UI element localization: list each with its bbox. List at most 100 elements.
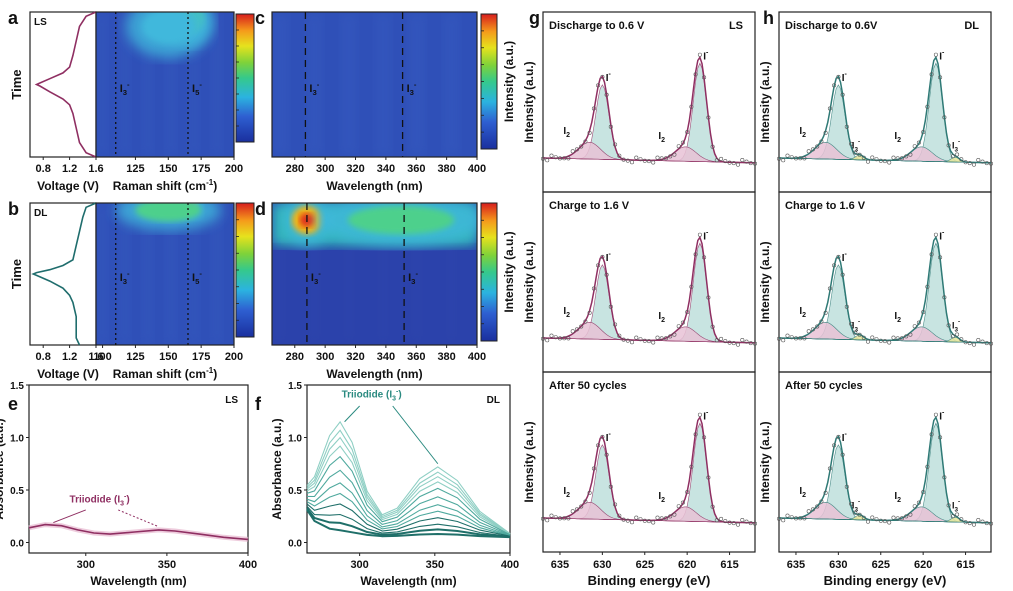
data-point <box>621 157 626 162</box>
data-point <box>562 336 567 341</box>
data-point <box>882 339 887 344</box>
i-minus-3d3-fill <box>542 62 756 164</box>
data-point <box>899 156 904 161</box>
data-point <box>832 83 837 88</box>
peak-label: I3- <box>852 318 860 333</box>
data-point <box>672 332 677 337</box>
i-minus-3d5-fill <box>542 84 756 164</box>
data-point <box>689 104 694 109</box>
data-point <box>844 124 849 129</box>
fit-envelope <box>779 55 991 164</box>
data-point <box>921 490 926 495</box>
plot-frame <box>778 11 992 193</box>
data-point <box>967 521 972 526</box>
subplot-title: After 50 cycles <box>785 380 863 392</box>
data-point <box>895 156 900 161</box>
data-point <box>629 520 634 525</box>
data-point <box>823 310 828 315</box>
data-point <box>604 452 609 457</box>
x-tick-label: 620 <box>678 559 696 571</box>
data-point <box>642 518 647 523</box>
marker-label: I5- <box>192 80 202 97</box>
marker-label: I3- <box>120 80 130 97</box>
data-point <box>570 329 575 334</box>
x-tick-label: 340 <box>377 163 395 175</box>
x-tick-label: 1.6 <box>88 163 103 175</box>
data-point <box>955 332 960 337</box>
data-point <box>971 342 976 347</box>
data-point <box>921 130 926 135</box>
data-point <box>608 304 613 309</box>
peak-label: I2 <box>894 131 901 144</box>
data-point <box>793 516 798 521</box>
data-point <box>887 160 892 165</box>
data-point <box>697 52 702 57</box>
data-point <box>629 160 634 165</box>
data-point <box>587 310 592 315</box>
data-point <box>557 336 562 341</box>
data-point <box>702 75 707 80</box>
data-point <box>836 434 841 439</box>
y-axis-label: Intensity (a.u.) <box>522 241 536 322</box>
x-tick-label: 380 <box>437 351 455 363</box>
data-point <box>583 139 588 144</box>
plot-frame <box>542 191 756 373</box>
data-point <box>789 155 794 160</box>
data-point <box>617 333 622 338</box>
data-point <box>719 516 724 521</box>
data-point <box>591 286 596 291</box>
heatmap-d: I3- I3- 280 300 320 340 360 380 400 Wavelength (n… <box>271 202 516 381</box>
y-tick-label: 1.5 <box>288 381 302 392</box>
data-point <box>638 337 643 342</box>
x-tick-label: 300 <box>316 351 334 363</box>
annotation: Triiodide (I3-) <box>342 389 402 403</box>
xps-subplot: Charge to 1.6 V I- I- I2 I2 I3- I3- <box>776 191 993 373</box>
data-point <box>793 156 798 161</box>
data-point <box>827 286 832 291</box>
data-point <box>857 152 862 157</box>
data-point <box>908 152 913 157</box>
data-point <box>929 432 934 437</box>
x-tick-label: 200 <box>225 351 243 363</box>
data-point <box>955 152 960 157</box>
peak-label: I- <box>703 230 709 243</box>
heatmap-low-region <box>272 242 477 345</box>
fit-envelope <box>543 415 755 524</box>
voltage-plot-a: LS Time 0.8 1.2 1.6 Voltage (V) <box>9 11 104 193</box>
data-point <box>904 154 909 159</box>
data-point <box>942 295 947 300</box>
x-tick-label: 320 <box>346 351 364 363</box>
data-point <box>840 92 845 97</box>
data-point <box>634 155 639 160</box>
data-point <box>579 324 584 329</box>
data-point <box>967 341 972 346</box>
data-point <box>731 161 736 166</box>
data-point <box>579 144 584 149</box>
i-minus-3d3-fill <box>778 242 992 344</box>
y-tick-label: 0.5 <box>10 486 24 497</box>
peak-label: I3- <box>952 138 960 153</box>
data-point <box>810 147 815 152</box>
x-tick-label: 280 <box>286 351 304 363</box>
data-point <box>946 323 951 328</box>
x-tick-label: 0.8 <box>36 351 51 363</box>
peak-label: I2 <box>563 486 570 499</box>
data-point <box>727 160 732 165</box>
data-point <box>959 517 964 522</box>
data-point <box>976 158 981 163</box>
y-axis-label: Intensity (a.u.) <box>758 61 772 142</box>
heatmap-band <box>119 203 131 345</box>
data-point <box>646 519 651 524</box>
data-point <box>748 341 753 346</box>
data-point <box>613 502 618 507</box>
i-minus-3d5-fill <box>542 444 756 524</box>
data-point <box>857 332 862 337</box>
data-point <box>663 336 668 341</box>
i-minus-3d3-fill <box>542 242 756 344</box>
data-point <box>806 149 811 154</box>
data-point <box>659 516 664 521</box>
x-axis-label: Wavelength (nm) <box>326 179 422 193</box>
data-point <box>904 334 909 339</box>
data-point <box>642 338 647 343</box>
data-point <box>865 159 870 164</box>
